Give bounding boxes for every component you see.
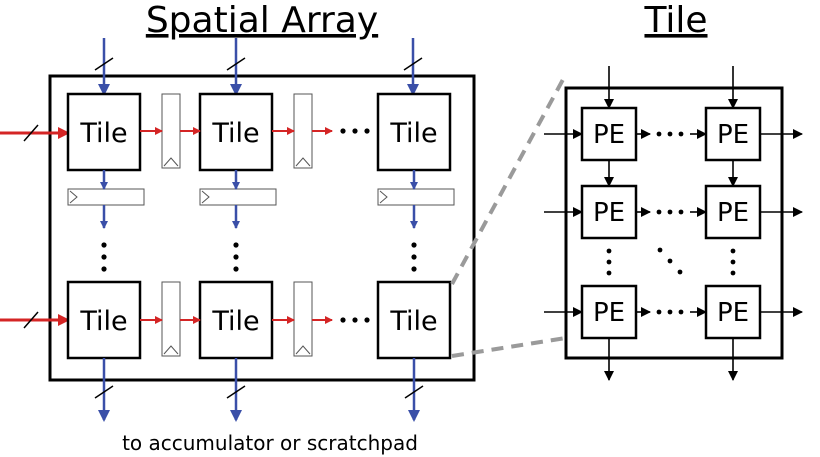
tile-r1c3 [376,92,452,172]
tile-ellipsis [606,131,736,315]
tile-title: Tile [643,0,707,41]
tile-label: Tile [389,306,437,337]
pe-arrows [544,66,803,381]
tile-label: Tile [79,118,127,149]
tile-r2c3 [376,280,452,360]
tile-r1c1 [66,92,142,172]
top-input-arrows [94,38,423,96]
spatial-array-title: Spatial Array [146,0,378,41]
pe-label: PE [593,120,625,150]
vertical-pipeline-registers [67,188,455,206]
tile-label: Tile [211,118,259,149]
pe-label: PE [717,120,749,150]
tile-r2c1 [66,280,142,360]
pe-label: PE [717,298,749,328]
bottom-output-arrows [94,358,424,422]
pe-r2c1 [580,184,638,240]
pe-label: PE [593,198,625,228]
left-input-arrows [0,124,70,329]
pe-label: PE [717,198,749,228]
tile-label: Tile [389,118,437,149]
red-horizontal-arrows [140,127,333,324]
tile-label: Tile [79,306,127,337]
vertical-ellipsis [101,242,417,272]
pe-r3c1 [580,284,638,340]
horizontal-pipeline-registers [161,93,313,357]
pe-label: PE [593,298,625,328]
blue-vertical-arrows [100,170,418,229]
output-caption: to accumulator or scratchpad [122,431,418,455]
horizontal-ellipsis [340,128,370,323]
tile-label: Tile [211,306,259,337]
